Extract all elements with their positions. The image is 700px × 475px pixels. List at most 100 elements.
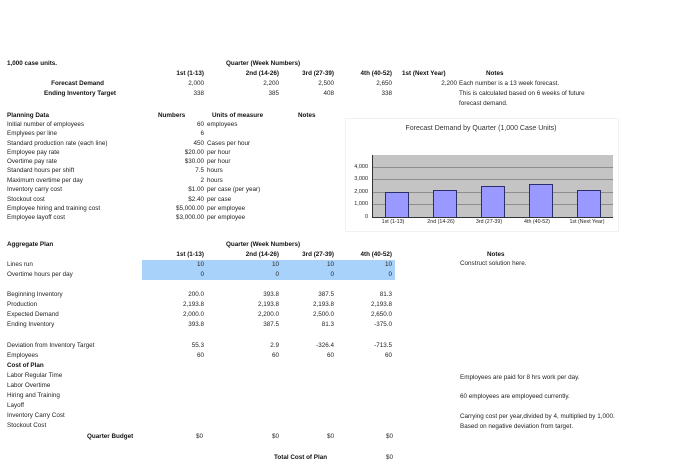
planning-unit: per case (per year) — [207, 186, 261, 193]
cell[interactable]: 2.9 — [270, 342, 279, 349]
total-cost-value[interactable]: $0 — [386, 454, 394, 461]
forecast-q2[interactable]: 2,200 — [263, 80, 279, 87]
budget-q4[interactable]: $0 — [386, 433, 394, 440]
agg-col-q3: 3rd (27-39) — [302, 251, 334, 258]
x-tick-q1: 1st (1-13) — [381, 219, 405, 225]
cell[interactable]: 387.5 — [263, 321, 279, 328]
cell[interactable]: 200.0 — [188, 291, 204, 298]
planning-unit: per employee — [207, 205, 246, 212]
lines-run-label: Lines run — [7, 261, 33, 268]
aggregate-quarter-group-label: Quarter (Week Numbers) — [226, 241, 301, 248]
col-header-q4: 4th (40-52) — [360, 70, 393, 77]
agg-notes-header: Notes — [487, 251, 505, 258]
planning-value[interactable]: 7.5 — [195, 167, 204, 174]
cell[interactable]: 81.3 — [321, 321, 334, 328]
notes-header: Notes — [486, 70, 504, 77]
bar-q3 — [481, 186, 505, 217]
planning-value[interactable]: 60 — [196, 121, 204, 128]
overtime-hours-label: Overtime hours per day — [7, 271, 73, 278]
y-tick-4000: 4,000 — [354, 164, 368, 170]
planning-value[interactable]: $3,000.00 — [175, 214, 204, 221]
planning-value[interactable]: 6 — [200, 130, 204, 137]
overtime-q3-input[interactable]: 0 — [330, 271, 334, 278]
cell[interactable]: 2,193.8 — [312, 301, 334, 308]
planning-unit: hours — [207, 177, 223, 184]
ending-inventory-target-label: Ending Inventory Target — [44, 90, 116, 97]
expected-demand-label: Expected Demand — [7, 311, 59, 318]
cell[interactable]: 60 — [384, 352, 392, 359]
col-header-next-year: 1st (Next Year) — [402, 70, 446, 77]
units-label: 1,000 case units. — [7, 60, 58, 67]
lines-run-q3-input[interactable]: 10 — [326, 261, 334, 268]
forecast-q1[interactable]: 2,000 — [188, 80, 204, 87]
planning-numbers-header: Numbers — [158, 112, 186, 119]
decision-input-band — [142, 260, 395, 280]
planning-unit: per employee — [207, 214, 246, 221]
lines-run-q1-input[interactable]: 10 — [196, 261, 204, 268]
quarter-budget-label: Quarter Budget — [87, 433, 134, 440]
gridline — [373, 179, 613, 180]
cell[interactable]: 60 — [326, 352, 334, 359]
cell[interactable]: -326.4 — [316, 342, 334, 349]
target-note-line2: forecast demand. — [459, 100, 508, 107]
planning-value[interactable]: 2 — [200, 177, 204, 184]
total-cost-label: Total Cost of Plan — [274, 454, 328, 461]
lines-run-q2-input[interactable]: 10 — [271, 261, 279, 268]
target-q3[interactable]: 408 — [323, 90, 334, 97]
planning-label: Overtime pay rate — [7, 158, 58, 165]
cell[interactable]: 2,000.0 — [182, 311, 204, 318]
cell[interactable]: 60 — [196, 352, 204, 359]
agg-notes-text: Construct solution here. — [460, 260, 527, 267]
lines-run-q4-input[interactable]: 10 — [384, 261, 392, 268]
cell[interactable]: 2,500.0 — [312, 311, 334, 318]
forecast-q4[interactable]: 2,650 — [376, 80, 392, 87]
forecast-note: Each number is a 13 week forecast. — [459, 80, 560, 87]
cell[interactable]: -713.5 — [374, 342, 392, 349]
planning-notes-header: Notes — [298, 112, 316, 119]
cell[interactable]: 60 — [271, 352, 279, 359]
target-q2[interactable]: 385 — [268, 90, 279, 97]
cell[interactable]: 2,193.8 — [257, 301, 279, 308]
planning-value[interactable]: $5,000.00 — [175, 205, 204, 212]
overtime-q1-input[interactable]: 0 — [200, 271, 204, 278]
chart-title: Forecast Demand by Quarter (1,000 Case U… — [405, 125, 557, 132]
cell[interactable]: 393.8 — [263, 291, 279, 298]
bar-q1 — [385, 192, 409, 217]
x-tick-q2: 2nd (14-26) — [427, 219, 455, 225]
cell[interactable]: 2,200.0 — [257, 311, 279, 318]
planning-label: Inventory carry cost — [7, 186, 62, 193]
target-q1[interactable]: 338 — [193, 90, 204, 97]
ending-inventory-label: Ending Inventory — [7, 321, 55, 328]
planning-value[interactable]: $30.00 — [184, 158, 204, 165]
cell[interactable]: 2,193.8 — [182, 301, 204, 308]
forecast-q3[interactable]: 2,500 — [318, 80, 334, 87]
budget-q3[interactable]: $0 — [327, 433, 335, 440]
cell[interactable]: 2,193.8 — [370, 301, 392, 308]
budget-q1[interactable]: $0 — [196, 433, 204, 440]
planning-label: Employee pay rate — [7, 149, 60, 156]
cost-label-layoff: Layoff — [7, 402, 25, 409]
planning-value[interactable]: $1.00 — [188, 186, 204, 193]
cell[interactable]: -375.0 — [374, 321, 392, 328]
overtime-q4-input[interactable]: 0 — [388, 271, 392, 278]
planning-label: Stockout cost — [7, 196, 45, 203]
budget-q2[interactable]: $0 — [272, 433, 280, 440]
x-tick-q3: 3rd (27-39) — [475, 219, 503, 225]
planning-value[interactable]: $20.00 — [184, 149, 204, 156]
forecast-demand-label: Forecast Demand — [51, 80, 104, 87]
forecast-next-year[interactable]: 2,200 — [441, 80, 457, 87]
cell[interactable]: 55.3 — [191, 342, 204, 349]
production-label: Production — [7, 301, 38, 308]
target-q4[interactable]: 338 — [381, 90, 392, 97]
overtime-q2-input[interactable]: 0 — [275, 271, 279, 278]
planning-value[interactable]: $2.40 — [188, 196, 204, 203]
planning-value[interactable]: 450 — [193, 140, 204, 147]
planning-data-title: Planning Data — [7, 112, 49, 119]
agg-col-q4: 4th (40-52) — [360, 251, 393, 258]
cell[interactable]: 81.3 — [379, 291, 392, 298]
planning-unit: per case — [207, 196, 232, 203]
cell[interactable]: 2,650.0 — [370, 311, 392, 318]
cell[interactable]: 387.5 — [318, 291, 334, 298]
cell[interactable]: 393.8 — [188, 321, 204, 328]
col-header-q2: 2nd (14-26) — [245, 70, 279, 77]
